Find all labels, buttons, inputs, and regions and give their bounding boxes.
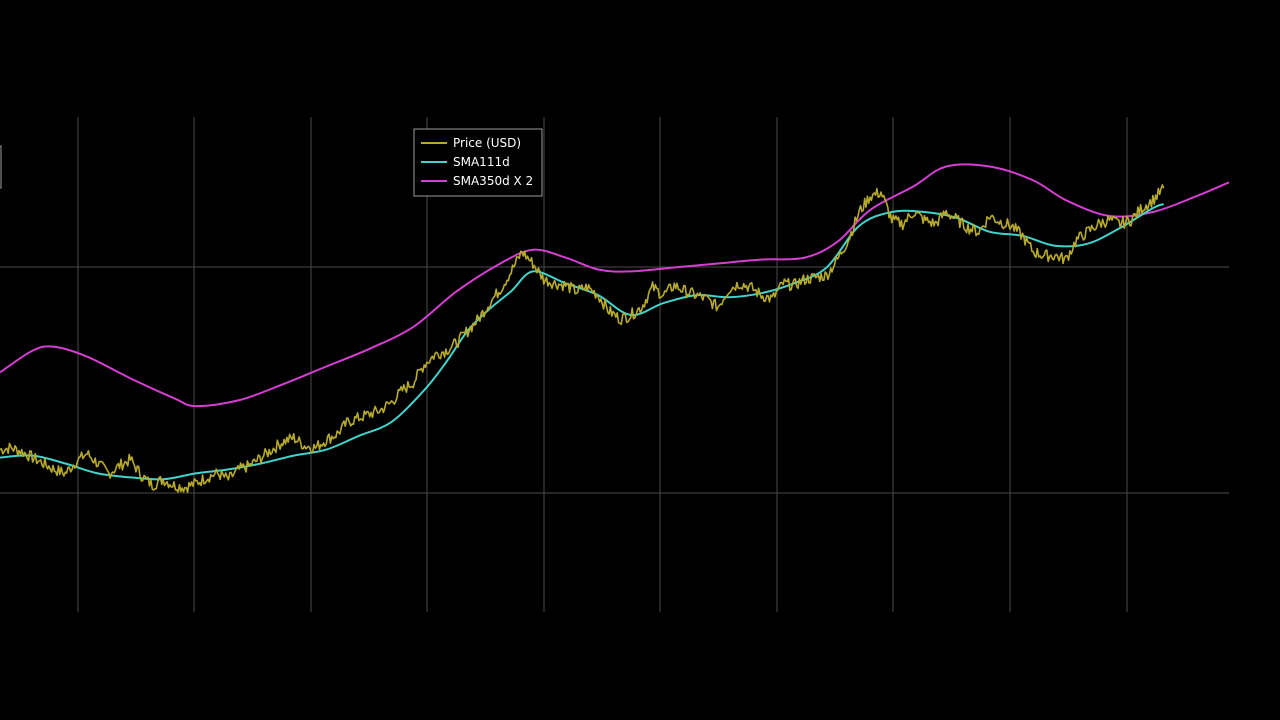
series-line-price [0, 184, 1165, 493]
legend: Price (USD) SMA111d SMA350d X 2 [413, 128, 543, 197]
series-line-sma350x2 [0, 163, 1230, 408]
legend-label-price: Price (USD) [453, 136, 521, 150]
grid-layer [0, 117, 1229, 612]
legend-label-sma350x2: SMA350d X 2 [453, 174, 533, 188]
legend-label-sma111: SMA111d [453, 155, 510, 169]
series-line-sma111 [0, 203, 1165, 481]
series-layer [0, 163, 1230, 493]
offscreen-box-edge [0, 145, 2, 189]
